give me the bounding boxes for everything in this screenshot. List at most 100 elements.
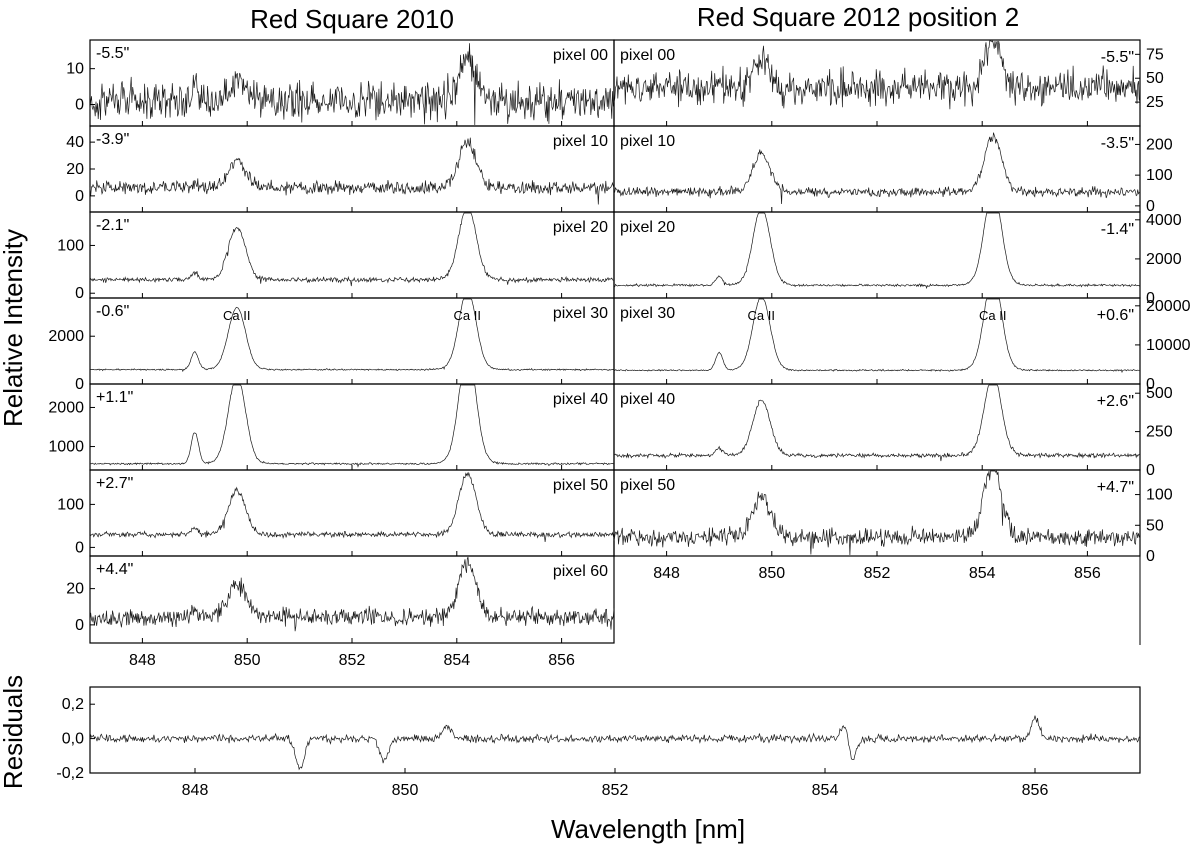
right-column-title: Red Square 2012 position 2	[697, 2, 1019, 32]
residuals-xtick-label-2: 852	[602, 782, 629, 799]
left-pixel-label-1: pixel 10	[553, 133, 608, 150]
panels-group: 0 10 -5.5" pixel 00 0 20 40 -3.9" pixel 10 0 100 -2…	[48, 39, 1191, 799]
right-ytick-label-0-2: 75	[1146, 46, 1164, 63]
left-panel-frame-1	[89, 125, 615, 213]
right-pixel-label-0: pixel 00	[620, 47, 675, 64]
left-offset-label-0: -5.5"	[96, 45, 129, 62]
right-ytick-label-2-0: 0	[1146, 290, 1155, 307]
right-ytick-label-1-2: 200	[1146, 136, 1173, 153]
left-spectrum-line-4	[89, 384, 614, 468]
y-axis-label: Relative Intensity	[0, 229, 28, 427]
left-panel-frame-6	[89, 555, 615, 644]
right-xtick-label-1: 850	[758, 565, 785, 582]
right-ytick-label-4-0: 0	[1146, 462, 1155, 479]
left-pixel-label-2: pixel 20	[553, 219, 608, 236]
right-ca-ii-label-3-0: Ca II	[748, 308, 775, 323]
left-ytick-label-0-1: 10	[66, 61, 84, 78]
left-spectrum-line-3	[89, 298, 615, 373]
left-ytick-label-4-0: 1000	[48, 439, 84, 456]
right-ytick-label-2-1: 2000	[1146, 251, 1182, 268]
left-ytick-label-4-1: 2000	[48, 399, 84, 416]
residuals-line	[89, 715, 1141, 771]
left-offset-label-4: +1.1"	[96, 389, 133, 406]
left-ytick-label-0-0: 0	[75, 97, 84, 114]
right-spectrum-line-5	[613, 470, 1141, 556]
right-panel-frame-1	[613, 125, 1141, 213]
left-ytick-label-1-1: 20	[66, 161, 84, 178]
right-offset-label-5: +4.7"	[1097, 479, 1134, 496]
right-offset-label-4: +2.6"	[1097, 393, 1134, 410]
left-ytick-label-3-0: 0	[75, 376, 84, 393]
left-ytick-label-2-0: 0	[75, 285, 84, 302]
right-offset-label-1: -3.5"	[1101, 135, 1134, 152]
right-xtick-label-2: 852	[864, 565, 891, 582]
left-spectrum-line-0	[89, 43, 615, 126]
right-ytick-label-5-0: 0	[1146, 548, 1155, 565]
right-ytick-label-1-0: 0	[1146, 198, 1155, 215]
right-ytick-label-3-1: 10000	[1146, 337, 1191, 354]
residuals-ytick-label-0: -0,2	[56, 765, 84, 782]
right-xtick-label-3: 854	[969, 565, 996, 582]
left-offset-label-5: +2.7"	[96, 475, 133, 492]
residuals-y-axis-label: Residuals	[0, 675, 28, 789]
left-pixel-label-3: pixel 30	[553, 305, 608, 322]
right-ytick-label-5-1: 50	[1146, 517, 1164, 534]
right-pixel-label-3: pixel 30	[620, 305, 675, 322]
right-xtick-label-0: 848	[653, 565, 680, 582]
right-ytick-label-2-2: 4000	[1146, 212, 1182, 229]
residuals-xtick-label-3: 854	[812, 782, 839, 799]
left-ytick-label-1-0: 0	[75, 188, 84, 205]
left-panel-frame-4	[89, 383, 615, 471]
right-offset-label-3: +0.6"	[1097, 307, 1134, 324]
right-ytick-label-3-2: 20000	[1146, 298, 1191, 315]
right-ca-ii-label-3-1: Ca II	[979, 308, 1006, 323]
left-ca-ii-label-3-1: Ca II	[454, 308, 481, 323]
residuals-ytick-label-1: 0,0	[62, 731, 84, 748]
left-xtick-label-3: 854	[443, 652, 470, 669]
right-offset-label-2: -1.4"	[1101, 221, 1134, 238]
residuals-xtick-label-1: 850	[392, 782, 419, 799]
left-panel-frame-0	[89, 39, 615, 127]
left-xtick-label-1: 850	[234, 652, 261, 669]
left-pixel-label-5: pixel 50	[553, 477, 608, 494]
residuals-panel-frame	[89, 686, 1141, 774]
left-panel-frame-5	[89, 469, 615, 557]
left-ytick-label-6-1: 20	[66, 581, 84, 598]
right-ytick-label-1-1: 100	[1146, 167, 1173, 184]
right-spectrum-line-2	[613, 212, 1141, 290]
right-pixel-label-5: pixel 50	[620, 477, 675, 494]
right-ytick-label-0-1: 50	[1146, 70, 1164, 87]
left-pixel-label-0: pixel 00	[553, 47, 608, 64]
left-ytick-label-5-0: 0	[75, 539, 84, 556]
left-ytick-label-2-1: 100	[57, 237, 84, 254]
right-spectrum-line-0	[613, 40, 1141, 110]
right-ytick-label-0-0: 25	[1146, 94, 1164, 111]
left-xtick-label-4: 856	[548, 652, 575, 669]
left-panel-frame-2	[89, 211, 615, 299]
left-xtick-label-0: 848	[129, 652, 156, 669]
left-offset-label-2: -2.1"	[96, 217, 129, 234]
left-ytick-label-1-2: 40	[66, 134, 84, 151]
residuals-xtick-label-0: 848	[182, 782, 209, 799]
left-spectrum-line-6	[89, 556, 615, 632]
right-spectrum-line-1	[613, 132, 1141, 205]
right-offset-label-0: -5.5"	[1101, 49, 1134, 66]
left-xtick-label-2: 852	[339, 652, 366, 669]
left-pixel-label-6: pixel 60	[553, 563, 608, 580]
left-spectrum-line-1	[89, 137, 615, 205]
residuals-xtick-label-4: 856	[1022, 782, 1049, 799]
right-ytick-label-4-2: 500	[1146, 385, 1173, 402]
right-spectrum-line-3	[614, 298, 1141, 374]
right-pixel-label-4: pixel 40	[620, 391, 675, 408]
left-panel-frame-3	[89, 297, 615, 385]
right-ytick-label-4-1: 250	[1146, 424, 1173, 441]
x-axis-label: Wavelength [nm]	[551, 814, 745, 844]
left-ytick-label-6-0: 0	[75, 617, 84, 634]
left-column-title: Red Square 2010	[250, 4, 454, 34]
left-ca-ii-label-3-0: Ca II	[223, 308, 250, 323]
left-offset-label-6: +4.4"	[96, 561, 133, 578]
left-offset-label-3: -0.6"	[96, 303, 129, 320]
left-offset-label-1: -3.9"	[96, 131, 129, 148]
left-ytick-label-3-1: 2000	[48, 328, 84, 345]
residuals-ytick-label-2: 0,2	[62, 696, 84, 713]
